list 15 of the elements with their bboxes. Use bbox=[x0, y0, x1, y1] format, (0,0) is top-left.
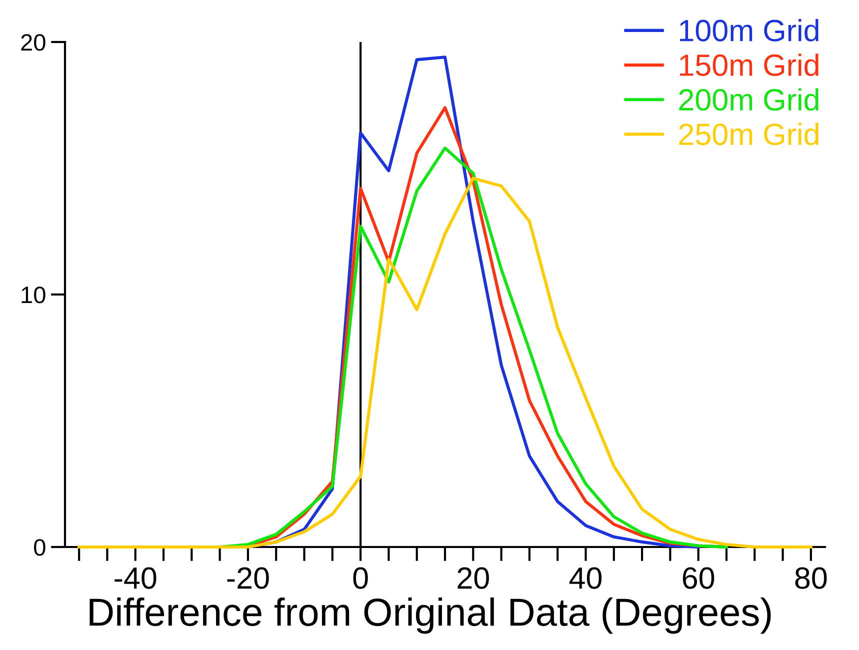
x-tick-label: -20 bbox=[227, 567, 269, 589]
x-tick-label: 80 bbox=[795, 567, 827, 589]
x-axis-title: Difference from Original Data (Degrees) bbox=[90, 598, 771, 634]
y-tick-label: 20 bbox=[21, 34, 46, 51]
x-tick-label: 0 bbox=[353, 567, 368, 589]
y-tick-label: 10 bbox=[22, 286, 46, 304]
x-tick-label: 40 bbox=[569, 567, 602, 589]
x-tick-label: 20 bbox=[458, 567, 489, 589]
legend-label: 100m Grid bbox=[680, 19, 818, 42]
y-tick-label: 0 bbox=[34, 539, 46, 556]
legend-label: 250m Grid bbox=[679, 122, 818, 146]
legend-label: 200m Grid bbox=[679, 88, 818, 111]
legend-label: 150m Grid bbox=[680, 54, 818, 76]
x-tick-label: -40 bbox=[114, 567, 156, 589]
x-tick-label: 60 bbox=[682, 567, 714, 589]
